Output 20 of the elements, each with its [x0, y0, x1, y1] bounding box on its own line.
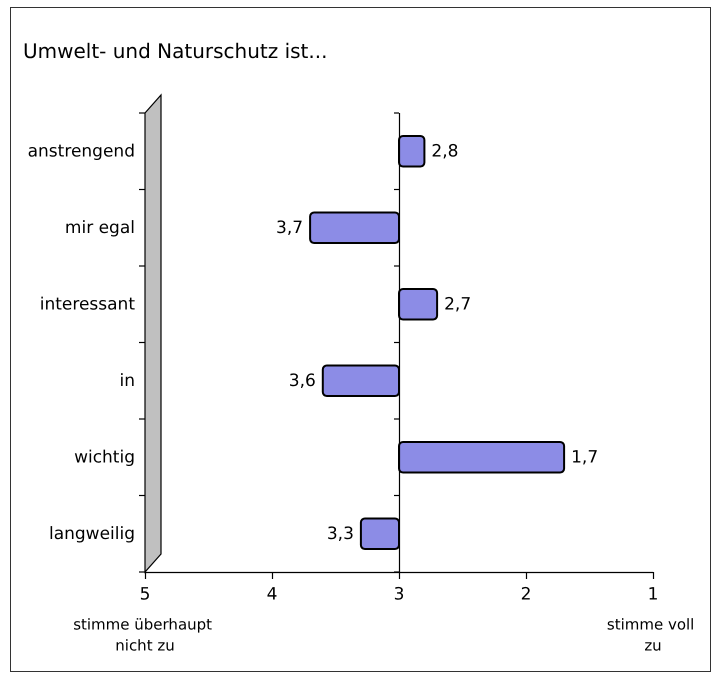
data-label: 3,7	[276, 218, 304, 238]
x-tick-label: 5	[140, 584, 150, 604]
x-tick-label: 1	[648, 584, 658, 604]
y-tick-label: langweilig	[48, 524, 135, 544]
y-tick-label: interessant	[40, 294, 136, 314]
data-label: 2,7	[444, 294, 472, 314]
x-tick-label: 3	[394, 584, 404, 604]
chart-title: Umwelt- und Naturschutz ist...	[23, 39, 328, 63]
data-label: 3,6	[288, 370, 316, 391]
data-label: 1,7	[571, 447, 598, 468]
text: stimme voll zu	[606, 616, 700, 654]
y-tick-label: in	[120, 370, 135, 391]
x-tick-label: 2	[520, 584, 532, 604]
text: stimme überhaupt nicht zu	[73, 616, 217, 654]
x-tick-label: 4	[266, 584, 278, 604]
y-tick-label: wichtig	[74, 447, 135, 468]
data-label: 2,8	[431, 141, 458, 162]
y-tick-label: anstrengend	[28, 141, 135, 162]
data-label: 3,3	[326, 524, 354, 544]
y-tick-label: mir egal	[64, 218, 135, 238]
